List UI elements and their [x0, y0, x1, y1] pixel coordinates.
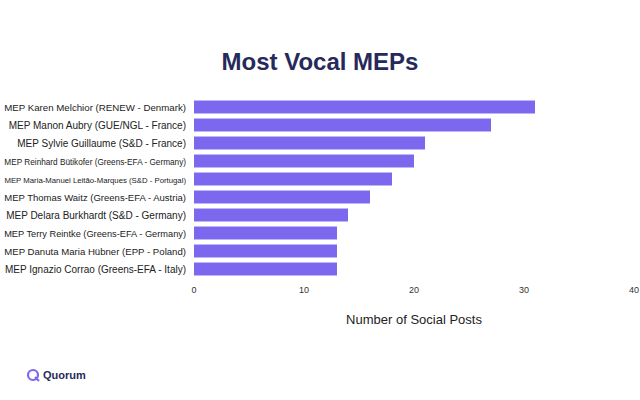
logo-icon [35, 377, 39, 381]
category-label: MEP Delara Burkhardt (S&D - Germany) [6, 210, 186, 221]
x-axis-label: Number of Social Posts [346, 312, 482, 327]
category-label: MEP Terry Reintke (Greens-EFA - Germany) [4, 229, 186, 239]
annotation: Quorum [43, 369, 86, 381]
bar [194, 191, 370, 204]
bar [194, 263, 337, 276]
logo: Quorum [28, 369, 86, 381]
bar [194, 209, 348, 222]
category-label: MEP Manon Aubry (GUE/NGL - France) [9, 120, 186, 131]
tick-label: 30 [519, 285, 529, 295]
category-label: MEP Thomas Waitz (Greens-EFA - Austria) [4, 192, 186, 203]
tick-label: 10 [299, 285, 309, 295]
background [0, 0, 640, 400]
category-label: MEP Maria-Manuel Leitão-Marques (S&D - P… [4, 176, 186, 185]
bar [194, 119, 491, 132]
logo-icon [28, 370, 38, 380]
title: Most Vocal MEPs [222, 48, 419, 75]
bar [194, 155, 414, 168]
tick-label: 20 [409, 285, 419, 295]
category-label: MEP Reinhard Bütikofer (Greens-EFA - Ger… [4, 158, 186, 167]
tick-label: 40 [629, 285, 639, 295]
tick-label: 0 [191, 285, 196, 295]
category-label: MEP Ignazio Corrao (Greens-EFA - Italy) [5, 264, 186, 275]
category-label: MEP Danuta Maria Hübner (EPP - Poland) [4, 246, 186, 257]
bar [194, 137, 425, 150]
bar [194, 227, 337, 240]
bars [194, 101, 535, 276]
bar [194, 101, 535, 114]
category-label: MEP Karen Melchior (RENEW - Denmark) [4, 102, 186, 113]
category-label: MEP Sylvie Guillaume (S&D - France) [17, 138, 186, 149]
bar [194, 173, 392, 186]
chart-root: Most Vocal MEPs MEP Karen Melchior (RENEW… [0, 0, 640, 400]
bar [194, 245, 337, 258]
